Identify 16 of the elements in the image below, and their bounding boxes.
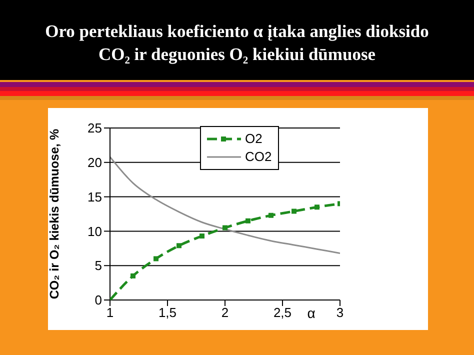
y-tick-label: 10 [88,224,102,239]
x-tick-label: 1,5 [158,305,177,320]
legend-label: CO2 [245,148,272,166]
x-tick-label: 2,5 [273,305,292,320]
y-axis-title: CO₂ ir O₂ kiekis dūmuose, % [47,128,62,300]
y-tick-label: 5 [94,258,102,274]
y-tick-label: 0 [94,292,102,308]
y-tick-label: 15 [88,189,102,204]
x-tick-label: 2 [221,305,229,320]
chart-title: Oro pertekliaus koeficiento α įtaka anglies dioksido CO₂ ir deguonies O₂ kiekiui dūmuose [44,20,430,66]
x-tick-label: 1 [106,305,114,320]
x-tick-label: 3 [336,305,344,320]
legend-label: O2 [245,130,262,148]
y-tick-label: 25 [88,120,102,136]
x-axis-title: α [307,305,316,321]
y-tick-label: 20 [88,155,102,170]
